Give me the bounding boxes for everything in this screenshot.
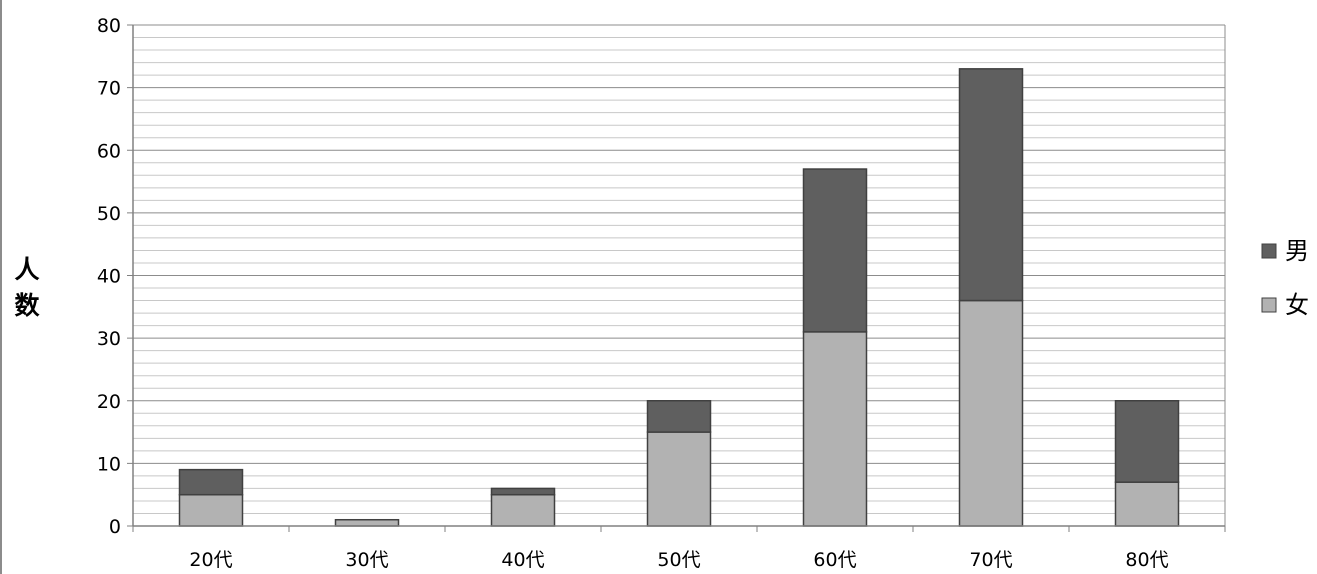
x-tick-label: 40代 bbox=[501, 549, 544, 571]
grid-layer bbox=[133, 24, 1226, 526]
y-tick-labels: 0 10 20 30 40 50 60 70 80 bbox=[97, 15, 121, 538]
bar-男-50代 bbox=[646, 400, 712, 433]
x-tick-label: 80代 bbox=[1125, 549, 1168, 571]
y-tick-label: 10 bbox=[97, 453, 121, 475]
x-tick-label: 70代 bbox=[969, 549, 1012, 571]
y-tick-label: 80 bbox=[97, 15, 121, 37]
bar-男-40代 bbox=[490, 487, 556, 496]
legend-label-女: 女 bbox=[1285, 291, 1309, 319]
bar-女-50代 bbox=[646, 431, 712, 527]
x-tick-label: 30代 bbox=[345, 549, 388, 571]
x-tick-labels: 20代 30代 40代 50代 60代 70代 80代 bbox=[189, 549, 1168, 571]
bar-男-20代 bbox=[178, 468, 244, 496]
y-tick-label: 20 bbox=[97, 391, 121, 413]
bar-男-80代 bbox=[1114, 400, 1180, 483]
y-tick-label: 30 bbox=[97, 328, 121, 350]
y-tick-label: 0 bbox=[109, 516, 121, 538]
y-tick-label: 70 bbox=[97, 78, 121, 100]
bar-女-60代 bbox=[802, 331, 868, 527]
legend-swatch-女 bbox=[1261, 297, 1277, 313]
bar-男-70代 bbox=[958, 68, 1024, 302]
y-tick-label: 60 bbox=[97, 140, 121, 162]
y-axis-label: 人数 bbox=[14, 255, 40, 320]
y-tick-label: 50 bbox=[97, 203, 121, 225]
legend: 男女 bbox=[1261, 237, 1309, 319]
bar-女-40代 bbox=[490, 493, 556, 527]
x-tick-label: 60代 bbox=[813, 549, 856, 571]
legend-label-男: 男 bbox=[1285, 237, 1309, 265]
bar-女-30代 bbox=[334, 518, 400, 527]
y-axis-label-char: 数 bbox=[14, 291, 40, 320]
bar-女-70代 bbox=[958, 299, 1024, 527]
bar-女-80代 bbox=[1114, 481, 1180, 527]
legend-swatch-男 bbox=[1261, 243, 1277, 259]
y-axis-label-char: 人 bbox=[14, 255, 39, 284]
bars-layer bbox=[178, 68, 1180, 527]
x-tick-label: 50代 bbox=[657, 549, 700, 571]
bar-女-20代 bbox=[178, 493, 244, 527]
bar-男-60代 bbox=[802, 168, 868, 333]
axis-layer bbox=[127, 24, 1226, 532]
y-tick-label: 40 bbox=[97, 266, 121, 288]
x-tick-label: 20代 bbox=[189, 549, 232, 571]
chart-left-border bbox=[0, 0, 2, 574]
